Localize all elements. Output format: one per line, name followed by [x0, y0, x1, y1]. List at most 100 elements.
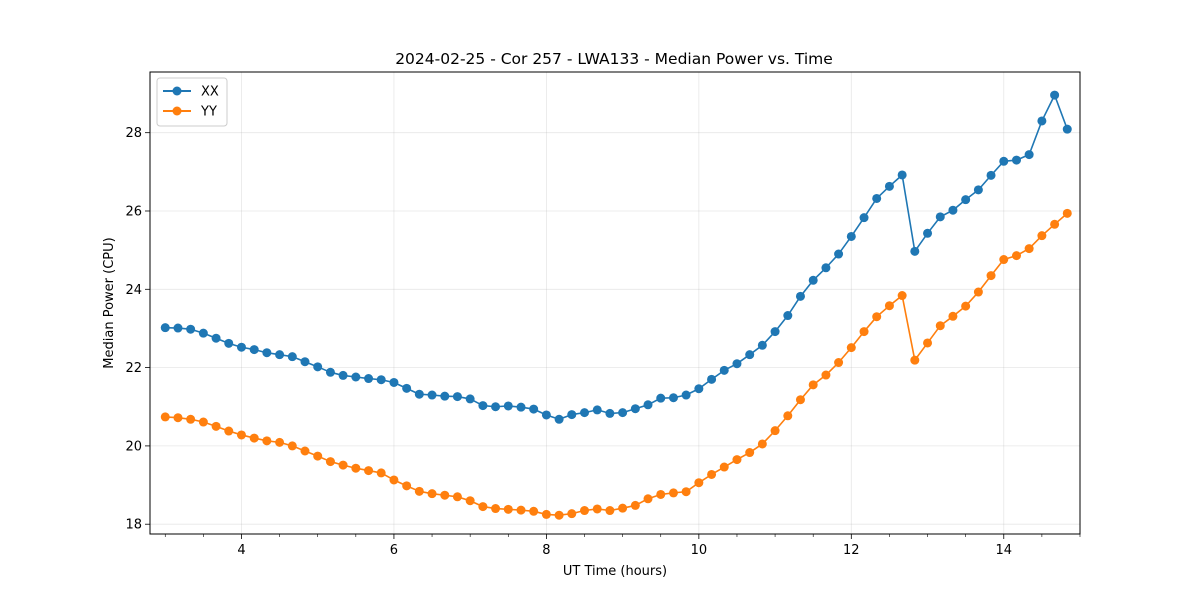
plot-frame: [149, 71, 1081, 535]
data-point-xx: [440, 391, 450, 401]
data-point-xx: [529, 404, 539, 414]
data-point-xx: [300, 357, 310, 367]
data-point-xx: [198, 328, 208, 338]
data-point-xx: [275, 350, 285, 360]
data-point-xx: [402, 383, 412, 393]
y-tick-label: 18: [125, 518, 142, 533]
data-point-xx: [567, 410, 577, 420]
data-point-yy: [516, 505, 526, 515]
data-point-xx: [872, 193, 882, 203]
data-point-xx: [935, 212, 945, 222]
data-point-yy: [313, 451, 323, 461]
data-point-yy: [160, 412, 170, 422]
data-point-xx: [948, 205, 958, 215]
data-point-xx: [694, 384, 704, 394]
data-point-yy: [643, 494, 653, 504]
data-point-yy: [325, 457, 335, 467]
legend-label-xx: XX: [201, 85, 219, 100]
data-point-xx: [376, 375, 386, 385]
data-point-yy: [757, 439, 767, 449]
legend-marker-xx: [172, 86, 182, 96]
legend: XX YY: [156, 77, 228, 127]
x-tick-label: 14: [995, 543, 1012, 558]
data-point-yy: [186, 414, 196, 424]
data-point-xx: [783, 311, 793, 321]
data-point-yy: [694, 478, 704, 488]
data-point-xx: [757, 340, 767, 350]
data-point-yy: [1012, 251, 1021, 261]
data-point-yy: [338, 460, 348, 470]
data-point-yy: [567, 509, 577, 519]
data-point-yy: [465, 496, 475, 506]
y-tick-label: 28: [125, 126, 142, 141]
data-point-xx: [478, 401, 488, 411]
x-tick-label: 6: [390, 543, 398, 558]
data-point-yy: [910, 355, 920, 365]
data-point-xx: [770, 327, 780, 337]
data-point-yy: [783, 411, 793, 421]
data-point-xx: [224, 338, 234, 348]
legend-marker-yy: [172, 106, 182, 116]
data-point-yy: [745, 448, 755, 458]
data-point-yy: [364, 466, 374, 476]
data-point-yy: [846, 343, 856, 353]
data-point-xx: [897, 170, 907, 180]
data-point-yy: [351, 463, 361, 473]
y-tick-label: 26: [125, 204, 142, 219]
data-point-xx: [211, 333, 221, 343]
data-point-yy: [681, 487, 691, 497]
data-point-xx: [592, 405, 602, 415]
data-point-yy: [580, 506, 590, 516]
data-point-yy: [287, 441, 297, 451]
data-point-yy: [808, 380, 818, 390]
data-point-yy: [973, 287, 983, 297]
data-point-xx: [1024, 150, 1034, 160]
data-point-xx: [656, 393, 666, 403]
y-axis-label: Median Power (CPU): [102, 237, 117, 368]
data-point-yy: [198, 417, 208, 427]
data-point-xx: [618, 408, 628, 418]
data-point-xx: [554, 414, 564, 424]
data-point-yy: [707, 469, 717, 479]
data-point-yy: [592, 504, 602, 514]
data-point-xx: [630, 404, 640, 414]
data-point-xx: [605, 408, 615, 418]
series-layer: [160, 90, 1072, 520]
grid: [150, 72, 1080, 534]
data-point-yy: [1062, 208, 1072, 218]
data-point-xx: [973, 185, 983, 195]
y-tick-label: 22: [125, 361, 142, 376]
data-point-xx: [427, 390, 437, 400]
data-point-yy: [935, 321, 945, 331]
x-tick-label: 4: [237, 543, 245, 558]
data-point-xx: [580, 408, 590, 418]
data-point-yy: [1050, 219, 1060, 229]
data-point-xx: [668, 393, 678, 403]
data-point-yy: [656, 489, 666, 499]
data-point-yy: [821, 370, 831, 380]
data-point-yy: [1037, 231, 1047, 241]
data-point-yy: [897, 291, 907, 301]
data-point-yy: [236, 430, 246, 440]
data-point-xx: [1062, 124, 1072, 134]
x-tick-label: 10: [691, 543, 708, 558]
data-point-xx: [351, 372, 361, 382]
x-tick-label: 12: [843, 543, 860, 558]
data-point-yy: [211, 421, 221, 431]
data-point-xx: [503, 401, 513, 411]
data-point-xx: [389, 377, 399, 387]
data-point-xx: [173, 323, 183, 333]
data-point-xx: [884, 181, 894, 191]
data-point-xx: [745, 350, 755, 360]
data-point-xx: [1012, 155, 1021, 165]
data-point-xx: [999, 156, 1009, 166]
data-point-yy: [262, 436, 272, 446]
data-point-yy: [961, 301, 971, 311]
data-point-yy: [224, 426, 234, 436]
data-point-yy: [986, 271, 996, 281]
data-point-yy: [554, 510, 564, 520]
data-point-yy: [478, 502, 488, 512]
data-point-xx: [338, 370, 348, 380]
data-point-xx: [643, 400, 653, 410]
